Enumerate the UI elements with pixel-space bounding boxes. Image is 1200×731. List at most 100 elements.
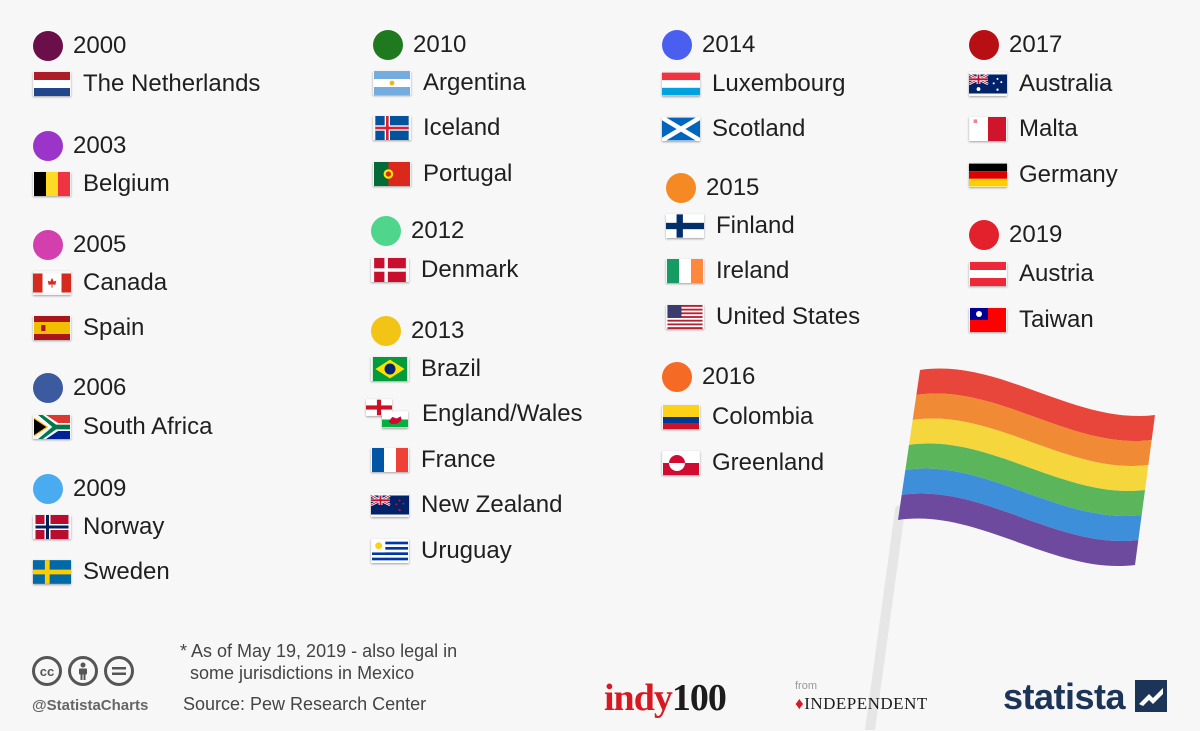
country-colombia: Colombia — [662, 402, 813, 432]
year-dot — [666, 173, 696, 203]
country-name: Canada — [83, 269, 168, 296]
year-label: 2009 — [73, 475, 127, 502]
country-ireland: Ireland — [666, 256, 789, 286]
year-row-2006: 2006 — [33, 373, 126, 403]
year-label: 2012 — [411, 217, 465, 244]
year-label: 2010 — [413, 31, 467, 58]
country-name: The Netherlands — [83, 70, 261, 97]
country-name: England/Wales — [422, 400, 583, 427]
rainbow-stripe — [901, 468, 1142, 542]
country-name: Brazil — [421, 355, 482, 382]
independent-eagle-icon: ♦ — [795, 694, 805, 713]
new-zealand-flag-icon — [371, 494, 409, 515]
rainbow-stripe — [905, 443, 1145, 517]
country-name: Taiwan — [1019, 306, 1094, 333]
greenland-flag-icon — [663, 451, 699, 475]
footnote-line: * As of May 19, 2019 - also legal in — [180, 641, 458, 661]
uruguay-flag-icon — [372, 539, 408, 563]
country-name: Iceland — [423, 114, 501, 141]
rainbow-flag-icon — [865, 368, 1155, 730]
year-row-2000: 2000 — [33, 31, 126, 61]
luxembourg-flag-icon — [662, 72, 700, 96]
year-label: 2000 — [73, 32, 127, 59]
country-denmark: Denmark — [371, 255, 518, 285]
country-name: Ireland — [716, 257, 790, 284]
year-row-2019: 2019 — [969, 220, 1062, 250]
country-name: Argentina — [423, 69, 526, 96]
year-dot — [33, 474, 63, 504]
year-dot — [371, 216, 401, 246]
country-name: New Zealand — [421, 491, 563, 518]
country-france: France — [371, 445, 496, 475]
independent-logo-text: INDEPENDENT — [804, 694, 928, 713]
country-name: Denmark — [421, 256, 519, 283]
no-derivatives-icon — [104, 656, 134, 686]
year-dot — [33, 373, 63, 403]
finland-flag-icon — [666, 214, 704, 238]
year-row-2012: 2012 — [371, 216, 464, 246]
statista-logo: statista — [1003, 676, 1126, 717]
country-scotland: Scotland — [662, 114, 805, 144]
country-name: Sweden — [83, 558, 170, 585]
year-dot — [969, 30, 999, 60]
country-name: Germany — [1019, 161, 1118, 188]
country-name: Uruguay — [421, 537, 512, 564]
south-africa-flag-icon — [34, 415, 70, 439]
country-belgium: Belgium — [33, 169, 170, 199]
australia-flag-icon — [969, 73, 1007, 94]
year-row-2016: 2016 — [662, 362, 755, 392]
country-england-wales: England/Wales — [366, 399, 583, 429]
year-row-2005: 2005 — [33, 230, 126, 260]
year-row-2013: 2013 — [371, 316, 464, 346]
denmark-flag-icon — [374, 258, 406, 282]
year-row-2009: 2009 — [33, 474, 126, 504]
year-row-2014: 2014 — [662, 30, 755, 60]
country-name: Spain — [83, 314, 145, 341]
rainbow-stripe — [898, 493, 1139, 567]
country-name: Austria — [1019, 260, 1094, 287]
country-malta: Malta — [969, 114, 1078, 144]
footnote-line: some jurisdictions in Mexico — [190, 663, 415, 683]
taiwan-flag-icon — [970, 308, 1006, 332]
independent-logo: ♦INDEPENDENT — [795, 694, 928, 714]
austria-flag-icon — [970, 262, 1006, 286]
year-label: 2016 — [702, 363, 756, 390]
portugal-flag-icon — [374, 162, 410, 186]
country-new-zealand: New Zealand — [371, 490, 562, 520]
sweden-flag-icon — [33, 560, 71, 584]
year-row-2017: 2017 — [969, 30, 1062, 60]
spain-flag-icon — [34, 316, 70, 340]
country-canada: Canada — [33, 268, 167, 298]
country-name: Norway — [83, 513, 165, 540]
year-dot — [33, 31, 63, 61]
year-dot — [969, 220, 999, 250]
year-label: 2019 — [1009, 221, 1063, 248]
year-row-2010: 2010 — [373, 30, 466, 60]
germany-flag-icon — [969, 163, 1007, 187]
year-dot — [373, 30, 403, 60]
source-text: Source: Pew Research Center — [183, 694, 427, 714]
indy100-logo: indy100 — [604, 676, 727, 720]
country-sweden: Sweden — [33, 557, 170, 587]
country-spain: Spain — [33, 313, 144, 343]
iceland-flag-icon — [375, 116, 409, 140]
year-dot — [662, 362, 692, 392]
indy100-logo-number: 100 — [671, 677, 727, 719]
wales-flag-icon — [382, 411, 408, 428]
country-luxembourg: Luxembourg — [662, 69, 845, 99]
year-dot — [33, 230, 63, 260]
rainbow-stripe — [916, 368, 1155, 442]
country-netherlands: The Netherlands — [33, 69, 260, 99]
year-label: 2005 — [73, 231, 127, 258]
country-name: Belgium — [83, 170, 170, 197]
country-iceland: Iceland — [373, 113, 500, 143]
country-name: South Africa — [83, 413, 213, 440]
norway-flag-icon — [35, 515, 69, 539]
netherlands-flag-icon — [34, 72, 70, 96]
year-label: 2006 — [73, 374, 127, 401]
creative-commons-icons: cc — [32, 656, 134, 686]
rainbow-stripe — [912, 393, 1152, 467]
england-flag-icon — [366, 399, 392, 416]
country-name: Greenland — [712, 449, 825, 476]
statista-handle: @StatistaCharts — [32, 697, 149, 714]
